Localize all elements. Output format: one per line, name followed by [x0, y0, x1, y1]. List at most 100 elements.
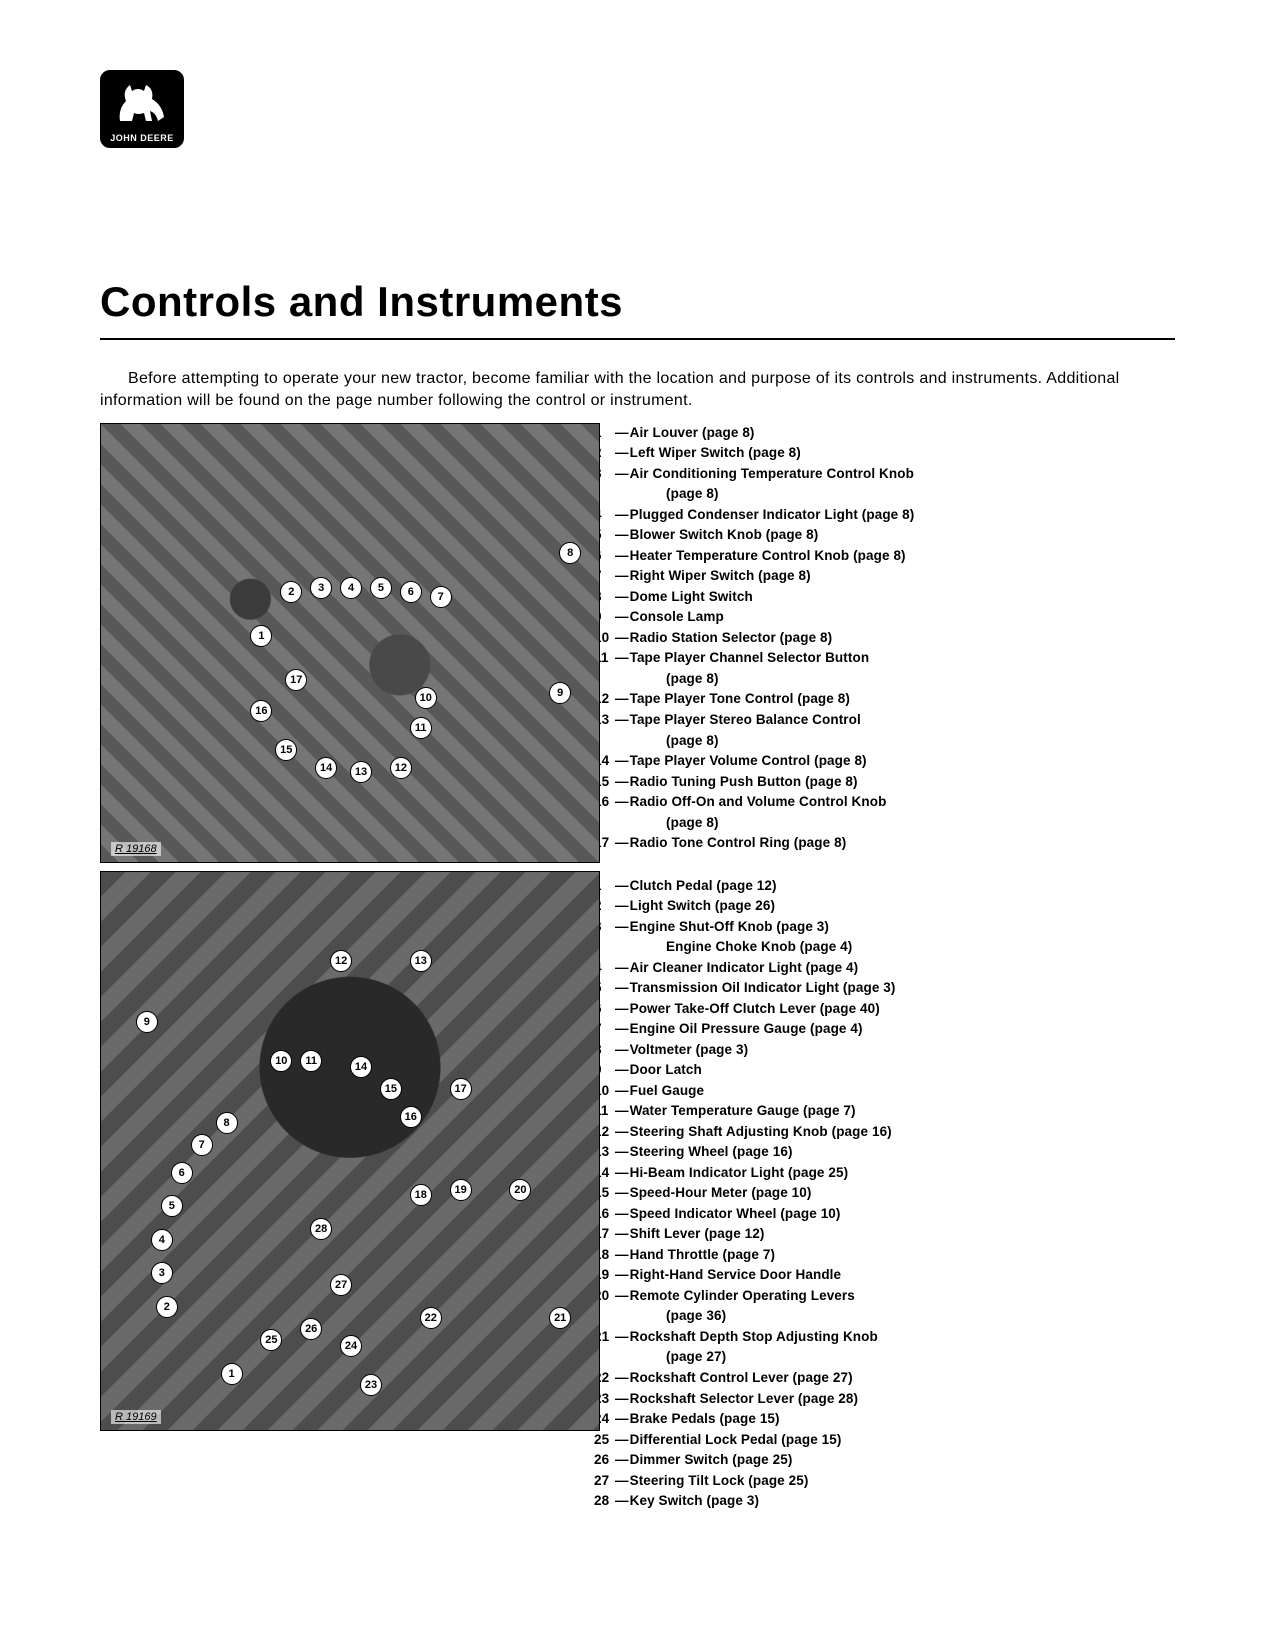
legend-item-text: Engine Shut-Off Knob (page 3) [630, 919, 829, 934]
legend-item: 4—Air Cleaner Indicator Light (page 4) [614, 958, 1175, 979]
legend-item: 1—Clutch Pedal (page 12) [614, 876, 1175, 897]
legend-item: 8—Voltmeter (page 3) [614, 1040, 1175, 1061]
callout-20: 20 [509, 1179, 531, 1201]
legend-item-text: Dome Light Switch [630, 589, 753, 604]
legend-item-text: Radio Station Selector (page 8) [630, 630, 833, 645]
legend-item: 9—Console Lamp [614, 607, 1175, 628]
legend-item-text: Engine Oil Pressure Gauge (page 4) [630, 1021, 863, 1036]
legend-item-text: Tape Player Volume Control (page 8) [630, 753, 867, 768]
callout-4: 4 [151, 1229, 173, 1251]
em-dash: — [615, 1001, 629, 1016]
callout-19: 19 [450, 1179, 472, 1201]
legend-item: 14—Tape Player Volume Control (page 8) [614, 751, 1175, 772]
legend-item-text: Shift Lever (page 12) [630, 1226, 765, 1241]
callout-28: 28 [310, 1218, 332, 1240]
legend-item: 17—Shift Lever (page 12) [614, 1224, 1175, 1245]
legend-item: 16—Speed Indicator Wheel (page 10) [614, 1204, 1175, 1225]
legend-item-text: Tape Player Channel Selector Button [630, 650, 870, 665]
legend-item-continuation: (page 27) [614, 1347, 1175, 1368]
callout-11: 11 [410, 717, 432, 739]
callout-5: 5 [161, 1195, 183, 1217]
em-dash: — [615, 1473, 629, 1488]
legend-item-text: Hand Throttle (page 7) [630, 1247, 775, 1262]
callout-10: 10 [415, 687, 437, 709]
legend-item-text: Blower Switch Knob (page 8) [630, 527, 819, 542]
legend-item: 26—Dimmer Switch (page 25) [614, 1450, 1175, 1471]
legend-item-text: Heater Temperature Control Knob (page 8) [630, 548, 906, 563]
em-dash: — [615, 794, 629, 809]
legend-item: 6—Power Take-Off Clutch Lever (page 40) [614, 999, 1175, 1020]
legend-item-text: Steering Shaft Adjusting Knob (page 16) [630, 1124, 892, 1139]
em-dash: — [615, 878, 629, 893]
legend-item: 3—Air Conditioning Temperature Control K… [614, 464, 1175, 485]
em-dash: — [615, 898, 629, 913]
em-dash: — [615, 527, 629, 542]
legend-item: 11—Water Temperature Gauge (page 7) [614, 1101, 1175, 1122]
legend-item-text: Remote Cylinder Operating Levers [630, 1288, 855, 1303]
legend-item-text: Right Wiper Switch (page 8) [630, 568, 811, 583]
legend-item-continuation: Engine Choke Knob (page 4) [614, 937, 1175, 958]
callout-13: 13 [410, 950, 432, 972]
title-rule [100, 338, 1175, 340]
figure-reference-top: R 19168 [111, 842, 161, 856]
em-dash: — [615, 1391, 629, 1406]
em-dash: — [615, 507, 629, 522]
legend-item-continuation: (page 8) [614, 669, 1175, 690]
legend-item: 11—Tape Player Channel Selector Button [614, 648, 1175, 669]
legend-item-text: Transmission Oil Indicator Light (page 3… [630, 980, 896, 995]
em-dash: — [615, 589, 629, 604]
legend-item: 5—Blower Switch Knob (page 8) [614, 525, 1175, 546]
em-dash: — [615, 425, 629, 440]
em-dash: — [615, 1144, 629, 1159]
legend-item-text: Air Conditioning Temperature Control Kno… [630, 466, 914, 481]
em-dash: — [615, 630, 629, 645]
em-dash: — [615, 1226, 629, 1241]
callout-22: 22 [420, 1307, 442, 1329]
legend-item-text: Differential Lock Pedal (page 15) [630, 1432, 842, 1447]
callout-27: 27 [330, 1274, 352, 1296]
deer-icon [112, 79, 172, 129]
legend-item-text: Rockshaft Depth Stop Adjusting Knob [630, 1329, 878, 1344]
legend-item-text: Steering Wheel (page 16) [630, 1144, 793, 1159]
legend-item-text: Power Take-Off Clutch Lever (page 40) [630, 1001, 880, 1016]
legend-item: 10—Fuel Gauge [614, 1081, 1175, 1102]
callout-7: 7 [430, 586, 452, 608]
em-dash: — [615, 960, 629, 975]
em-dash: — [615, 712, 629, 727]
figure-reference-bottom: R 19169 [111, 1410, 161, 1424]
callout-16: 16 [250, 700, 272, 722]
callout-12: 12 [330, 950, 352, 972]
legend-item-text: Fuel Gauge [630, 1083, 705, 1098]
em-dash: — [615, 1206, 629, 1221]
legend-item-text: Radio Tone Control Ring (page 8) [630, 835, 847, 850]
legend-item: 21—Rockshaft Depth Stop Adjusting Knob [614, 1327, 1175, 1348]
legend-item-text: Tape Player Stereo Balance Control [630, 712, 861, 727]
legend-item: 15—Radio Tuning Push Button (page 8) [614, 772, 1175, 793]
em-dash: — [615, 1083, 629, 1098]
callout-15: 15 [380, 1078, 402, 1100]
legend-item: 23—Rockshaft Selector Lever (page 28) [614, 1389, 1175, 1410]
callout-4: 4 [340, 577, 362, 599]
callout-24: 24 [340, 1335, 362, 1357]
legend-item: 5—Transmission Oil Indicator Light (page… [614, 978, 1175, 999]
legend-item-text: Dimmer Switch (page 25) [630, 1452, 793, 1467]
em-dash: — [615, 568, 629, 583]
legend-item: 9—Door Latch [614, 1060, 1175, 1081]
legend-item-text: Voltmeter (page 3) [630, 1042, 749, 1057]
em-dash: — [615, 1411, 629, 1426]
legend-item-text: Door Latch [630, 1062, 702, 1077]
legend-item-text: Speed-Hour Meter (page 10) [630, 1185, 812, 1200]
legend-item: 18—Hand Throttle (page 7) [614, 1245, 1175, 1266]
legend-item: 28—Key Switch (page 3) [614, 1491, 1175, 1512]
em-dash: — [615, 980, 629, 995]
figure-operator-station: 1234567891011121314151617181920212223242… [100, 871, 600, 1431]
figure-illustration-placeholder [101, 424, 599, 862]
legend-item-text: Clutch Pedal (page 12) [630, 878, 777, 893]
callout-23: 23 [360, 1374, 382, 1396]
callout-16: 16 [400, 1106, 422, 1128]
intro-paragraph: Before attempting to operate your new tr… [100, 368, 1175, 413]
legend-item-text: Key Switch (page 3) [630, 1493, 759, 1508]
legend-item: 3—Engine Shut-Off Knob (page 3) [614, 917, 1175, 938]
legend-item-text: Rockshaft Selector Lever (page 28) [630, 1391, 858, 1406]
legend-item: 13—Tape Player Stereo Balance Control [614, 710, 1175, 731]
